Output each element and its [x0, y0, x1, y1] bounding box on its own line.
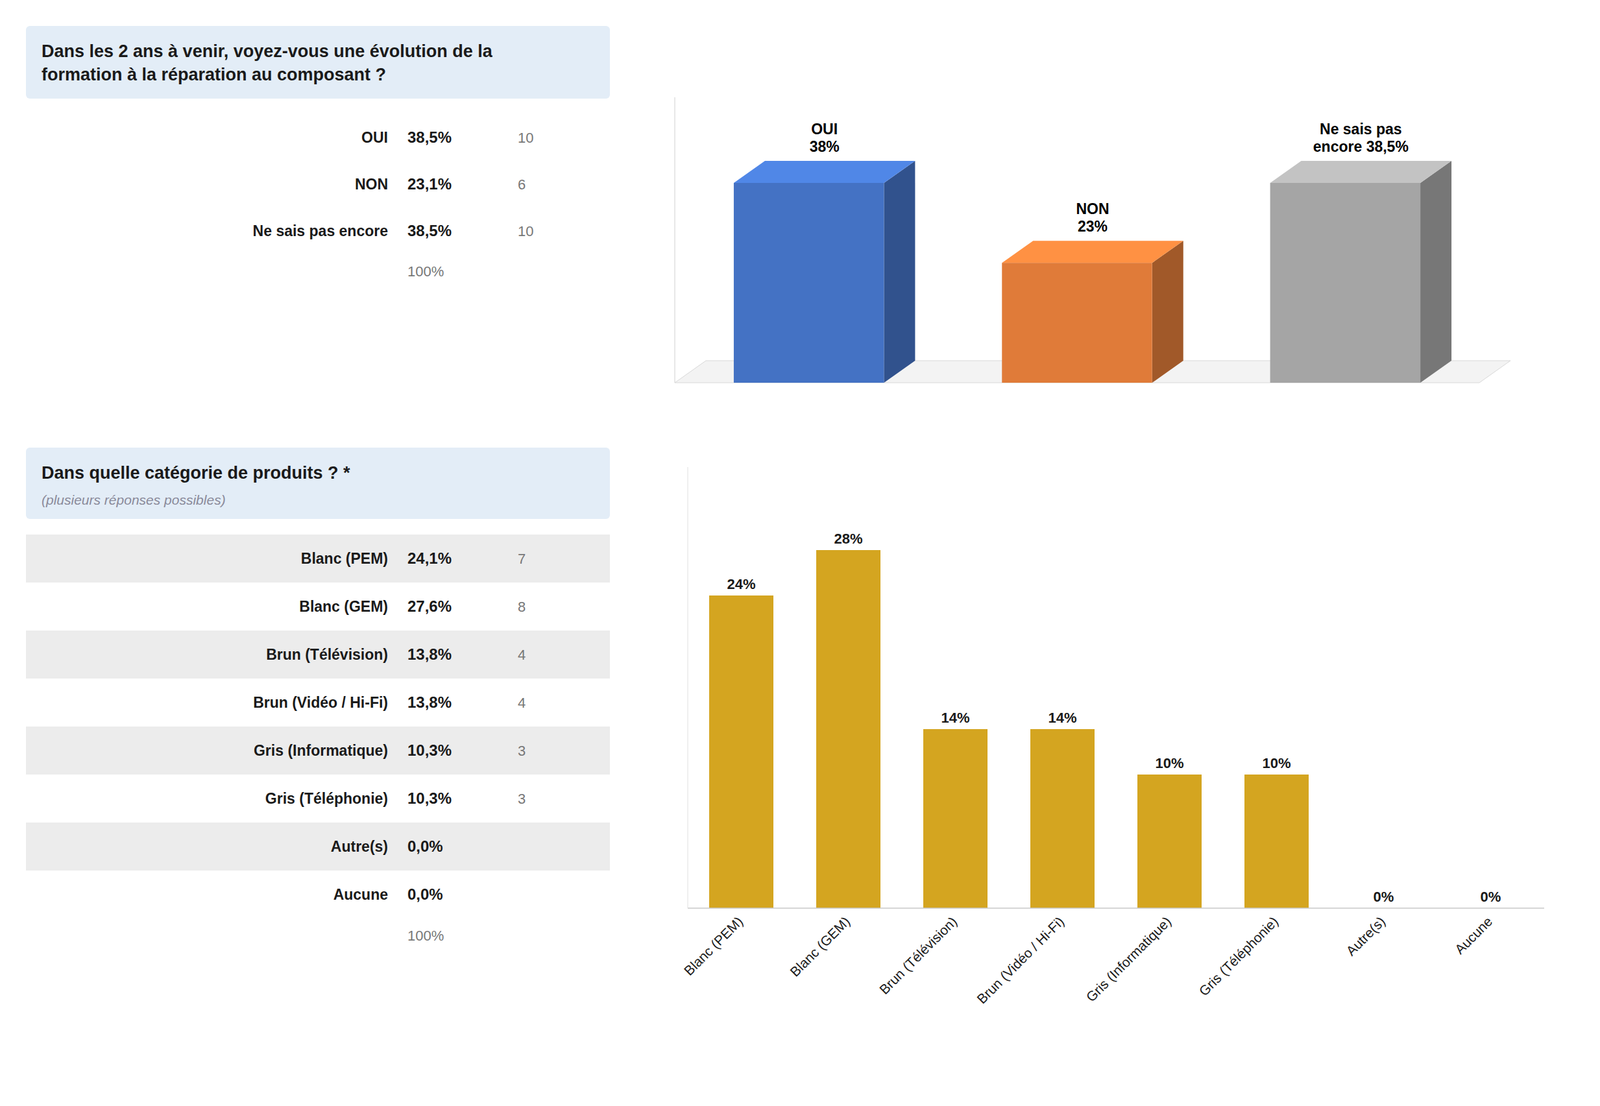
x-tick-label: Gris (Informatique)	[1082, 913, 1174, 1005]
row-count: 4	[517, 694, 526, 712]
row-stripe	[25, 822, 610, 871]
bar-side	[883, 160, 915, 383]
row-label: Ne sais pas encore	[253, 222, 388, 240]
row-label: Blanc (PEM)	[301, 550, 388, 568]
bar	[816, 550, 881, 909]
row-label: Gris (Téléphonie)	[265, 790, 388, 808]
x-axis-line	[687, 907, 1545, 910]
row-label: Aucune	[333, 886, 388, 904]
data-label: 14%	[1047, 709, 1077, 727]
table: Dans quelle catégorie de produits ? * (pl…	[25, 447, 610, 945]
row-label: Brun (Télévision)	[266, 646, 388, 664]
bar-side	[1152, 240, 1184, 383]
bar-top	[1270, 160, 1452, 183]
row-percent: 0,0%	[407, 837, 444, 856]
row-percent: 10,3%	[407, 741, 452, 760]
bar	[1137, 774, 1202, 909]
text-line: 23%	[1077, 218, 1108, 235]
row-count: 10	[517, 223, 534, 240]
text-line: OUI	[811, 120, 838, 138]
row-label: OUI	[361, 129, 388, 146]
data-label: 24%	[726, 576, 756, 593]
text-line: Ne sais pas	[1319, 120, 1403, 138]
y-axis-line	[687, 467, 689, 909]
table-total: 100%	[407, 927, 444, 945]
x-tick-label: Brun (Télévision)	[876, 913, 961, 998]
bar-front	[1270, 182, 1421, 383]
row-percent: 24,1%	[407, 549, 452, 568]
bar	[1030, 729, 1095, 909]
row-percent: 27,6%	[407, 597, 452, 616]
bar-top	[1001, 240, 1183, 263]
row-count: 10	[517, 129, 534, 146]
row-percent: 38,5%	[407, 128, 452, 146]
x-tick-label: Aucune	[1452, 913, 1496, 958]
bars	[733, 160, 1452, 383]
row-stripe	[25, 726, 610, 775]
x-tick-label: Blanc (PEM)	[681, 913, 747, 979]
text-line: encore 38,5%	[1313, 138, 1409, 156]
text-line: formation à la réparation au composant ?	[41, 64, 387, 85]
row-percent: 0,0%	[407, 885, 444, 904]
text-line: Dans quelle catégorie de produits ? *	[41, 463, 351, 483]
data-label: 10%	[1261, 755, 1291, 772]
x-tick-label: Gris (Téléphonie)	[1195, 913, 1281, 999]
bar	[1270, 160, 1452, 383]
row-count: 7	[517, 550, 526, 568]
data-label: 28%	[833, 530, 863, 547]
bar	[1244, 774, 1309, 909]
question-title: Dans les 2 ans à venir, voyez-vous une é…	[41, 41, 494, 85]
text-line: Dans les 2 ans à venir, voyez-vous une é…	[41, 41, 494, 61]
bar	[1001, 240, 1183, 383]
question-subtitle: (plusieurs réponses possibles)	[41, 492, 226, 508]
text-line: NON	[1075, 200, 1109, 218]
data-label: Ne sais pasencore 38,5%	[1313, 120, 1409, 156]
table: Dans les 2 ans à venir, voyez-vous une é…	[25, 25, 610, 280]
row-label: Autre(s)	[330, 838, 388, 856]
bar3d-chart: OUI38% NON23% Ne sais pasencore 38,5%	[674, 97, 1511, 383]
x-tick-label: Autre(s)	[1343, 913, 1388, 959]
row-stripe	[25, 630, 610, 679]
bar-front	[733, 182, 884, 383]
text-line: 38%	[809, 138, 840, 156]
row-count: 3	[517, 742, 526, 760]
value-axis-line	[674, 97, 676, 383]
row-percent: 13,8%	[407, 645, 452, 664]
row-count: 8	[517, 598, 526, 616]
x-tick-label: Blanc (GEM)	[787, 913, 853, 980]
row-label: Brun (Vidéo / Hi-Fi)	[253, 694, 388, 712]
bar	[733, 160, 915, 383]
bar	[709, 595, 774, 909]
data-label: 10%	[1154, 755, 1184, 772]
data-label: 14%	[940, 709, 970, 727]
page: Dans les 2 ans à venir, voyez-vous une é…	[0, 0, 1600, 1106]
row-percent: 10,3%	[407, 789, 452, 808]
question-box	[25, 25, 610, 99]
data-label: 0%	[1373, 888, 1395, 906]
bars	[709, 550, 1309, 909]
row-label: NON	[354, 175, 388, 193]
x-tick-label: Brun (Vidéo / Hi-Fi)	[973, 913, 1067, 1007]
row-percent: 38,5%	[407, 221, 452, 240]
data-label: 0%	[1480, 888, 1502, 906]
question-title: Dans quelle catégorie de produits ? *	[41, 463, 351, 483]
data-label: OUI38%	[809, 120, 840, 156]
row-label: Gris (Informatique)	[253, 742, 388, 760]
row-count: 3	[517, 790, 526, 808]
bar-side	[1420, 160, 1452, 383]
row-count: 6	[517, 176, 526, 193]
bar-chart: 24% Blanc (PEM) 28% Blanc (GEM) 14% Brun (Tél…	[681, 467, 1545, 1007]
table-total: 100%	[407, 263, 444, 280]
bar	[923, 729, 988, 909]
question-box	[25, 447, 610, 520]
row-label: Blanc (GEM)	[299, 598, 388, 616]
row-count: 4	[517, 646, 526, 664]
row-percent: 23,1%	[407, 175, 452, 193]
row-percent: 13,8%	[407, 693, 452, 712]
bar-top	[733, 160, 915, 183]
row-stripe	[25, 534, 610, 583]
bar-front	[1001, 262, 1152, 383]
data-label: NON23%	[1075, 200, 1109, 235]
